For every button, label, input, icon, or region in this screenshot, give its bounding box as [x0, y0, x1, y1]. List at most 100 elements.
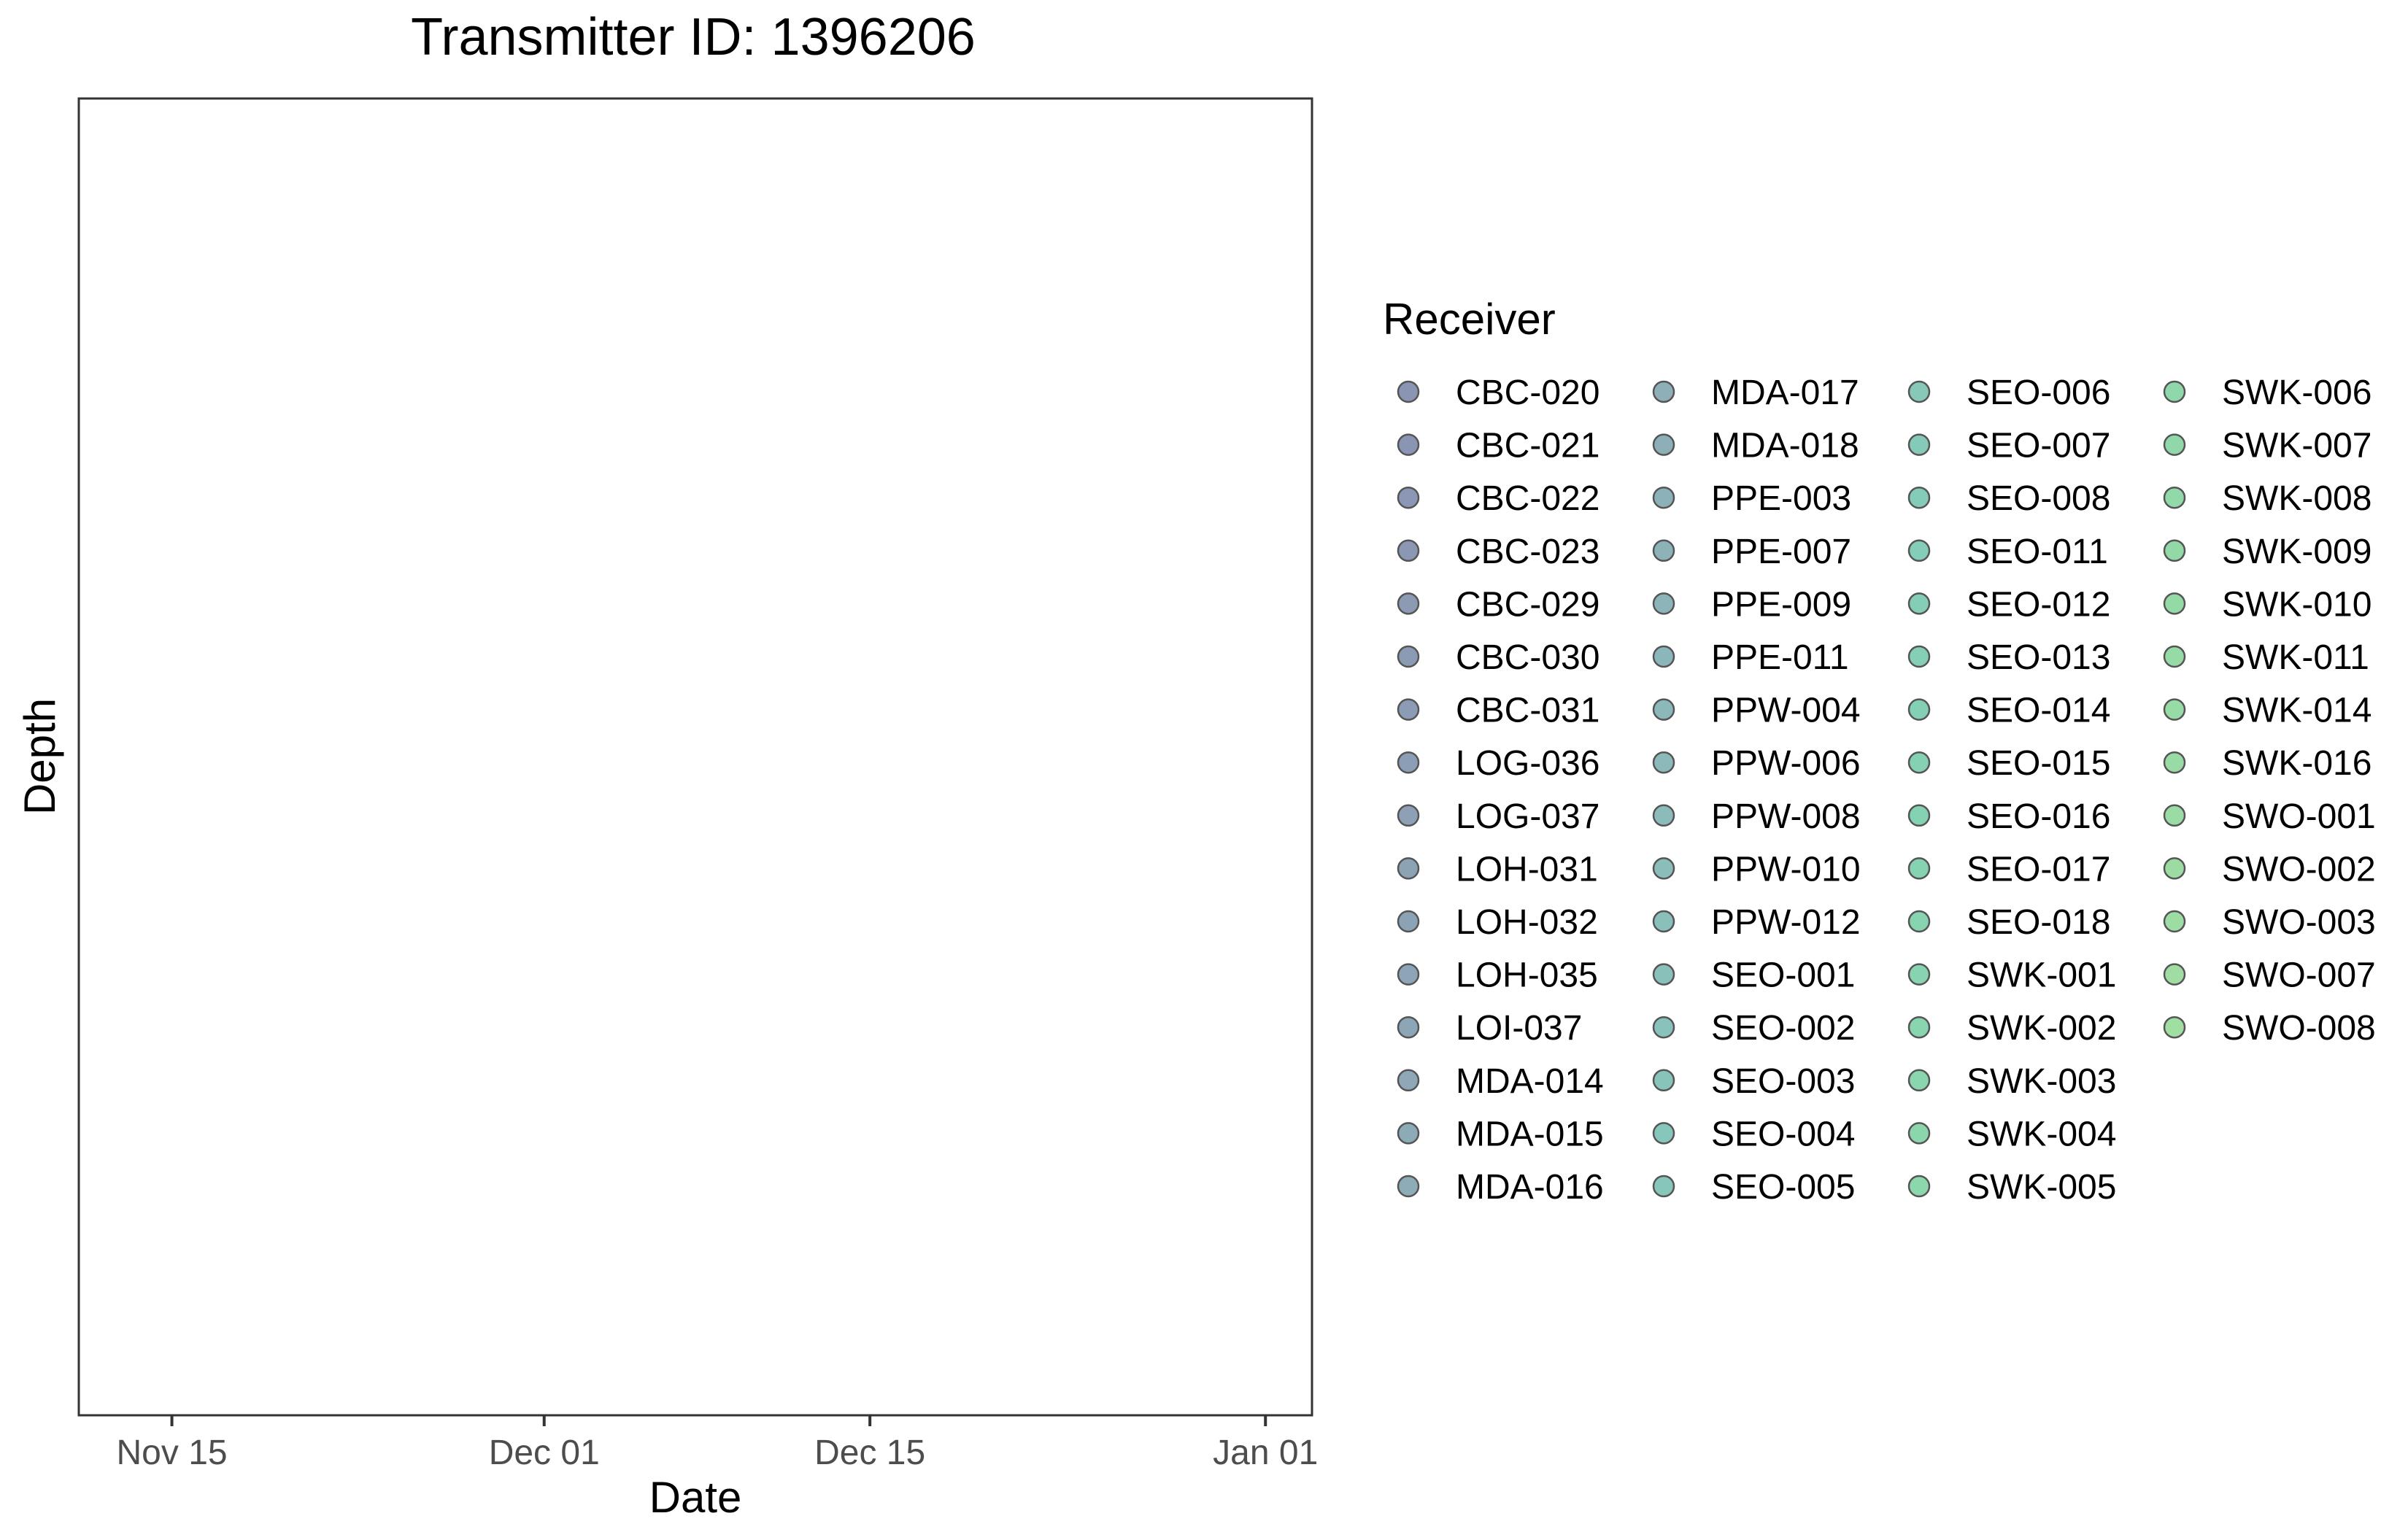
legend-key-icon	[1652, 857, 1675, 880]
legend-key-icon	[1397, 857, 1420, 880]
x-tick-label: Jan 01	[1213, 1434, 1318, 1472]
legend-item-label: LOG-037	[1456, 797, 1599, 836]
legend-key-icon	[1652, 1069, 1675, 1092]
legend-key-icon	[2163, 804, 2186, 827]
legend-key-icon	[1397, 804, 1420, 827]
legend-key-icon	[2163, 486, 2186, 509]
legend-key-icon	[1397, 910, 1420, 933]
legend-item-label: SWK-005	[1967, 1168, 2116, 1207]
legend-key-icon	[1907, 1015, 1931, 1039]
legend-item-label: CBC-020	[1456, 374, 1599, 412]
legend-item-label: LOI-037	[1456, 1009, 1582, 1048]
legend-item-label: SWK-011	[2222, 638, 2369, 677]
x-tick-label: Dec 01	[489, 1434, 600, 1472]
legend-item-label: SEO-011	[1967, 533, 2108, 571]
legend-item-label: SEO-003	[1711, 1062, 1855, 1101]
legend-key-icon	[1907, 645, 1931, 668]
legend-key-icon	[2163, 645, 2186, 668]
legend-key-icon	[1907, 433, 1931, 456]
legend-item-label: SWO-008	[2222, 1009, 2376, 1048]
legend-item-label: LOH-032	[1456, 903, 1598, 942]
legend-key-icon	[1907, 486, 1931, 509]
legend-item-label: SWK-002	[1967, 1009, 2116, 1048]
legend-item-label: PPE-011	[1711, 638, 1849, 677]
x-tick-label: Nov 15	[117, 1434, 228, 1472]
legend-item-label: SWK-008	[2222, 479, 2372, 518]
x-axis-label: Date	[649, 1473, 742, 1522]
legend-item-label: SWK-009	[2222, 533, 2372, 571]
legend-item-label: SEO-014	[1967, 692, 2110, 730]
legend-item-label: CBC-030	[1456, 638, 1599, 677]
legend-key-icon	[1397, 1175, 1420, 1198]
legend-item-label: PPE-009	[1711, 585, 1851, 624]
legend: CBC-020 CBC-021 CBC-022 CBC-023 CBC-029 CBC-0…	[1397, 374, 2376, 1207]
legend-key-icon	[1907, 857, 1931, 880]
legend-item-label: SWK-004	[1967, 1115, 2116, 1153]
legend-key-icon	[1652, 1122, 1675, 1145]
legend-item-label: SEO-013	[1967, 638, 2110, 677]
x-tick-label: Dec 15	[814, 1434, 925, 1472]
legend-key-icon	[1652, 1015, 1675, 1039]
legend-item-label: SEO-008	[1967, 479, 2110, 518]
legend-key-icon	[1907, 910, 1931, 933]
legend-key-icon	[1397, 539, 1420, 562]
legend-key-icon	[1652, 910, 1675, 933]
legend-key-icon	[1907, 1122, 1931, 1145]
legend-item-label: SWK-006	[2222, 374, 2372, 412]
legend-key-icon	[1652, 433, 1675, 456]
legend-key-icon	[1397, 645, 1420, 668]
legend-key-icon	[2163, 433, 2186, 456]
legend-key-icon	[1907, 1069, 1931, 1092]
legend-key-icon	[1907, 380, 1931, 403]
legend-key-icon	[1397, 486, 1420, 509]
legend-key-icon	[2163, 857, 2186, 880]
legend-item-label: SWO-002	[2222, 850, 2376, 889]
legend-key-icon	[1907, 592, 1931, 615]
legend-item-label: MDA-015	[1456, 1115, 1604, 1153]
legend-title: Receiver	[1383, 295, 1556, 344]
legend-key-icon	[1652, 963, 1675, 986]
legend-item-label: CBC-022	[1456, 479, 1599, 518]
legend-item-label: SEO-002	[1711, 1009, 1855, 1048]
legend-item-label: MDA-017	[1711, 374, 1859, 412]
legend-key-icon	[1652, 539, 1675, 562]
legend-item-label: MDA-014	[1456, 1062, 1604, 1101]
chart-title: Transmitter ID: 1396206	[411, 8, 976, 66]
legend-key-icon	[1652, 751, 1675, 774]
legend-item-label: SEO-015	[1967, 744, 2110, 783]
legend-key-icon	[1397, 592, 1420, 615]
legend-item-label: SWK-003	[1967, 1062, 2116, 1101]
legend-item-label: MDA-016	[1456, 1168, 1604, 1207]
legend-key-icon	[1907, 963, 1931, 986]
legend-key-icon	[1397, 963, 1420, 986]
legend-key-icon	[1652, 592, 1675, 615]
legend-key-icon	[2163, 380, 2186, 403]
legend-item-label: PPW-008	[1711, 797, 1861, 836]
legend-key-icon	[1397, 433, 1420, 456]
legend-item-label: SWK-016	[2222, 744, 2372, 783]
plot-panel	[77, 97, 1313, 1417]
legend-item-label: SEO-007	[1967, 427, 2110, 465]
legend-item-label: CBC-023	[1456, 533, 1599, 571]
legend-key-icon	[2163, 751, 2186, 774]
legend-key-icon	[1652, 380, 1675, 403]
legend-item-label: SWK-001	[1967, 956, 2116, 995]
legend-item-label: PPE-007	[1711, 533, 1851, 571]
legend-item-label: SWK-010	[2222, 585, 2372, 624]
legend-item-label: CBC-021	[1456, 427, 1599, 465]
legend-key-icon	[1652, 645, 1675, 668]
legend-item-label: SWO-003	[2222, 903, 2376, 942]
legend-item-label: SWO-007	[2222, 956, 2376, 995]
legend-item-label: PPW-010	[1711, 850, 1861, 889]
legend-key-icon	[2163, 1015, 2186, 1039]
legend-key-icon	[1652, 486, 1675, 509]
legend-item-label: SEO-001	[1711, 956, 1855, 995]
legend-item-label: SEO-012	[1967, 585, 2110, 624]
y-axis-label: Depth	[15, 698, 64, 815]
legend-item-label: SEO-004	[1711, 1115, 1855, 1153]
legend-item-label: PPW-006	[1711, 744, 1861, 783]
legend-item-label: MDA-018	[1711, 427, 1859, 465]
legend-item-label: SEO-006	[1967, 374, 2110, 412]
legend-item-label: SWK-014	[2222, 692, 2372, 730]
x-axis-ticks: Nov 15 Dec 01 Dec 15 Jan 01	[117, 1415, 1318, 1472]
